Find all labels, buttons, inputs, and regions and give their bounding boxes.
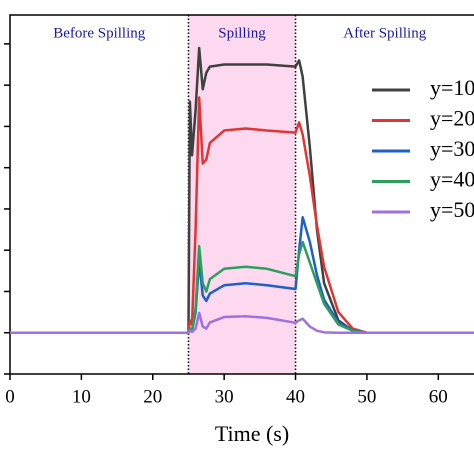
legend-label: y=10 <box>430 75 474 100</box>
legend-label: y=40 <box>430 167 474 192</box>
region-label: Before Spilling <box>53 25 146 41</box>
x-tick-label: 20 <box>143 386 162 407</box>
x-tick-label: 10 <box>72 386 91 407</box>
x-tick-label: 40 <box>286 386 305 407</box>
region-label: Spilling <box>218 25 266 41</box>
x-axis-label: Time (s) <box>215 421 289 446</box>
legend-label: y=30 <box>430 136 474 161</box>
region-label: After Spilling <box>343 25 426 41</box>
legend-label: y=20 <box>430 106 474 131</box>
legend-label: y=50 <box>430 197 474 222</box>
series-line <box>10 311 474 334</box>
series-line <box>10 240 474 334</box>
x-tick-label: 60 <box>429 386 448 407</box>
x-tick-label: 50 <box>357 386 376 407</box>
x-tick-label: 30 <box>215 386 234 407</box>
plot-frame <box>9 14 474 375</box>
x-tick-label: 0 <box>5 386 15 407</box>
series-line <box>10 46 474 334</box>
series-line <box>10 96 474 334</box>
